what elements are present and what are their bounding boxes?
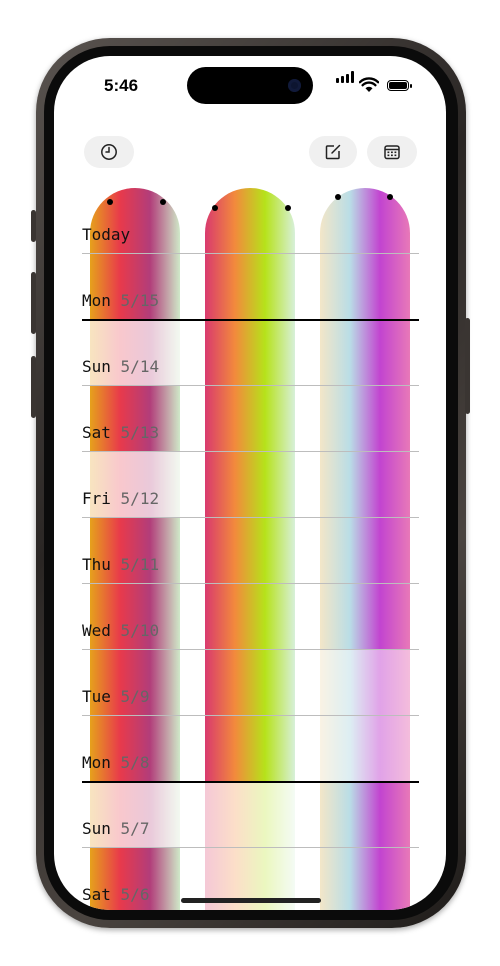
day-name: Sat <box>82 423 111 442</box>
day-name: Tue <box>82 687 111 706</box>
day-row[interactable]: Mon 5/8 <box>82 716 419 783</box>
day-cell-faded <box>90 451 180 517</box>
day-name: Sat <box>82 885 111 904</box>
day-date: 5/11 <box>120 555 160 574</box>
mood-column-2[interactable] <box>205 188 295 910</box>
camera-icon <box>288 79 301 92</box>
history-button[interactable] <box>84 136 134 168</box>
day-row[interactable]: Sun 5/7 <box>82 782 419 848</box>
day-name: Sun <box>82 819 111 838</box>
row-divider <box>82 583 419 584</box>
row-divider <box>82 847 419 848</box>
day-date: 5/6 <box>120 885 150 904</box>
day-date: 5/15 <box>120 291 160 310</box>
day-date: 5/10 <box>120 621 160 640</box>
mood-column-1[interactable] <box>90 188 180 910</box>
battery-icon <box>387 80 412 91</box>
wifi-icon <box>359 77 379 92</box>
day-date: 5/14 <box>120 357 160 376</box>
row-divider <box>82 781 419 783</box>
volume-down-button <box>31 356 36 418</box>
day-name: Fri <box>82 489 111 508</box>
column-marker <box>160 199 166 205</box>
row-divider <box>82 253 419 254</box>
day-label: Fri 5/12 <box>82 489 159 508</box>
day-row[interactable]: Mon 5/15 <box>82 254 419 321</box>
column-marker <box>335 194 341 200</box>
compose-icon <box>325 144 341 160</box>
day-label: Mon 5/15 <box>82 291 159 310</box>
day-date: 5/13 <box>120 423 160 442</box>
dynamic-island <box>187 67 313 104</box>
row-divider <box>82 451 419 452</box>
row-divider <box>82 385 419 386</box>
volume-up-button <box>31 272 36 334</box>
day-row[interactable]: Sat 5/13 <box>82 386 419 452</box>
day-label: Sat 5/6 <box>82 885 149 904</box>
day-cell-faded <box>205 781 295 910</box>
day-cell-faded <box>90 319 180 385</box>
day-date: 5/9 <box>120 687 150 706</box>
column-marker <box>107 199 113 205</box>
power-button <box>465 318 470 414</box>
day-name: Wed <box>82 621 111 640</box>
day-date: 5/8 <box>120 753 150 772</box>
day-name: Mon <box>82 753 111 772</box>
day-label: Thu 5/11 <box>82 555 159 574</box>
day-name: Mon <box>82 291 111 310</box>
row-divider <box>82 649 419 650</box>
status-bar: 5:46 <box>54 56 446 116</box>
day-row[interactable]: Today <box>82 188 419 254</box>
status-time: 5:46 <box>104 76 139 95</box>
day-label: Today <box>82 225 130 244</box>
calendar-icon <box>384 145 400 160</box>
history-clock-icon <box>101 144 117 160</box>
day-row[interactable]: Thu 5/11 <box>82 518 419 584</box>
day-name: Thu <box>82 555 111 574</box>
day-label: Tue 5/9 <box>82 687 149 706</box>
calendar-button[interactable] <box>367 136 417 168</box>
day-name: Today <box>82 225 131 244</box>
column-marker <box>212 205 218 211</box>
day-label: Sun 5/7 <box>82 819 149 838</box>
compose-button[interactable] <box>309 136 357 168</box>
mute-switch <box>31 210 36 242</box>
row-divider <box>82 517 419 518</box>
day-label: Sat 5/13 <box>82 423 159 442</box>
day-row[interactable]: Fri 5/12 <box>82 452 419 518</box>
column-marker <box>285 205 291 211</box>
screen: 5:46 <box>54 56 446 910</box>
day-cell-faded <box>90 781 180 847</box>
row-divider <box>82 319 419 321</box>
day-row[interactable]: Wed 5/10 <box>82 584 419 650</box>
day-label: Mon 5/8 <box>82 753 149 772</box>
day-row[interactable]: Sun 5/14 <box>82 320 419 386</box>
day-row[interactable]: Sat 5/6 <box>82 848 419 910</box>
day-row[interactable]: Tue 5/9 <box>82 650 419 716</box>
row-divider <box>82 715 419 716</box>
day-date: 5/7 <box>120 819 150 838</box>
home-indicator[interactable] <box>181 898 321 903</box>
day-date: 5/12 <box>120 489 160 508</box>
day-label: Sun 5/14 <box>82 357 159 376</box>
column-marker <box>387 194 393 200</box>
day-label: Wed 5/10 <box>82 621 159 640</box>
day-name: Sun <box>82 357 111 376</box>
